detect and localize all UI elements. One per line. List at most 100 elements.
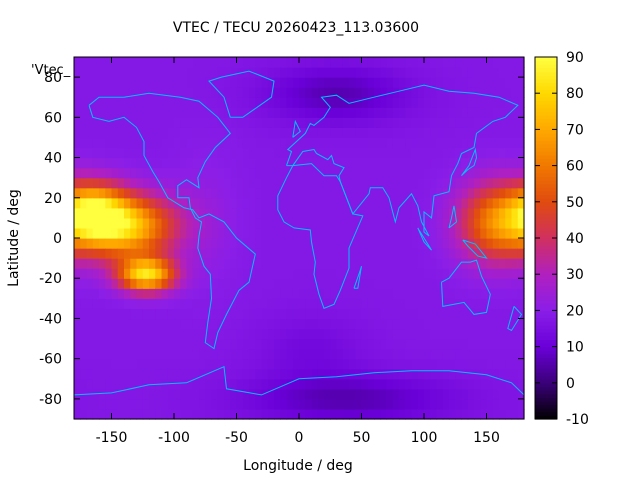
heatmap-cell <box>467 248 475 259</box>
heatmap-cell <box>142 308 150 320</box>
heatmap-cell <box>124 187 131 199</box>
heatmap-cell <box>230 398 238 410</box>
heatmap-cell <box>174 197 181 209</box>
heatmap-cell <box>199 67 206 78</box>
heatmap-cell <box>405 278 413 289</box>
heatmap-cell <box>130 328 138 340</box>
heatmap-cell <box>142 127 150 139</box>
heatmap-cell <box>442 87 450 98</box>
heatmap-cell <box>349 358 356 370</box>
heatmap-cell <box>299 107 306 118</box>
heatmap-cell <box>442 67 450 78</box>
colorbar-segment <box>535 85 557 91</box>
heatmap-cell <box>342 318 350 330</box>
heatmap-cell <box>92 177 100 189</box>
heatmap-cell <box>142 398 150 410</box>
heatmap-cell <box>111 67 119 78</box>
heatmap-cell <box>386 177 394 189</box>
heatmap-cell <box>217 278 225 289</box>
heatmap-cell <box>505 207 513 219</box>
heatmap-cell <box>267 77 275 88</box>
heatmap-cell <box>130 57 138 68</box>
heatmap-cell <box>336 217 344 229</box>
heatmap-cell <box>292 348 300 360</box>
heatmap-cell <box>505 117 513 128</box>
heatmap-cell <box>155 348 163 360</box>
heatmap-cell <box>417 298 425 309</box>
heatmap-cell <box>411 268 419 279</box>
heatmap-cell <box>455 398 463 410</box>
heatmap-cell <box>517 258 525 269</box>
heatmap-cell <box>417 57 425 68</box>
heatmap-cell <box>474 238 481 249</box>
colorbar-segment <box>535 357 557 362</box>
heatmap-cell <box>311 217 319 229</box>
heatmap-cell <box>249 358 256 370</box>
colorbar-segment <box>535 89 557 94</box>
heatmap-cell <box>317 157 325 169</box>
heatmap-cell <box>292 147 300 159</box>
heatmap-cell <box>424 197 431 209</box>
heatmap-cell <box>386 97 394 108</box>
heatmap-cell <box>411 328 419 340</box>
heatmap-cell <box>217 177 225 189</box>
heatmap-cell <box>105 117 113 128</box>
heatmap-cell <box>230 408 238 420</box>
colorbar-segment <box>535 230 557 235</box>
heatmap-cell <box>117 207 125 219</box>
heatmap-cell <box>430 157 438 169</box>
heatmap-cell <box>505 308 513 320</box>
heatmap-cell <box>280 227 288 239</box>
heatmap-cell <box>99 107 106 118</box>
heatmap-cell <box>180 57 188 68</box>
heatmap-cell <box>367 268 375 279</box>
heatmap-cell <box>242 248 250 259</box>
heatmap-cell <box>342 358 350 370</box>
heatmap-cell <box>380 328 388 340</box>
heatmap-cell <box>417 147 425 159</box>
heatmap-cell <box>142 207 150 219</box>
heatmap-cell <box>286 238 294 249</box>
heatmap-cell <box>174 248 181 259</box>
heatmap-cell <box>311 338 319 350</box>
heatmap-cell <box>136 348 144 360</box>
heatmap-cell <box>392 137 400 149</box>
heatmap-cell <box>230 107 238 118</box>
heatmap-cell <box>280 157 288 169</box>
heatmap-cell <box>461 97 469 108</box>
heatmap-cell <box>336 238 344 249</box>
heatmap-cell <box>236 147 244 159</box>
heatmap-cell <box>367 97 375 108</box>
heatmap-cell <box>74 107 81 118</box>
heatmap-cell <box>261 97 269 108</box>
heatmap-cell <box>267 147 275 159</box>
heatmap-cell <box>292 157 300 169</box>
heatmap-cell <box>380 238 388 249</box>
heatmap-cell <box>242 328 250 340</box>
heatmap-cell <box>286 348 294 360</box>
heatmap-cell <box>149 348 156 360</box>
heatmap-cell <box>80 177 88 189</box>
heatmap-cell <box>155 308 163 320</box>
heatmap-cell <box>286 87 294 98</box>
heatmap-cell <box>474 348 481 360</box>
heatmap-cell <box>349 197 356 209</box>
heatmap-cell <box>267 408 275 420</box>
heatmap-cell <box>430 238 438 249</box>
heatmap-cell <box>361 348 369 360</box>
coastline <box>73 365 525 396</box>
heatmap-cell <box>286 97 294 108</box>
heatmap-cell <box>217 217 225 229</box>
heatmap-cell <box>317 348 325 360</box>
heatmap-cell <box>411 408 419 420</box>
heatmap-cell <box>467 227 475 239</box>
heatmap-cell <box>155 127 163 139</box>
heatmap-cell <box>417 207 425 219</box>
heatmap-cell <box>405 328 413 340</box>
heatmap-cell <box>255 157 263 169</box>
heatmap-cell <box>236 227 244 239</box>
heatmap-cell <box>74 298 81 309</box>
heatmap-cell <box>236 57 244 68</box>
heatmap-cell <box>74 328 81 340</box>
heatmap-cell <box>474 288 481 299</box>
